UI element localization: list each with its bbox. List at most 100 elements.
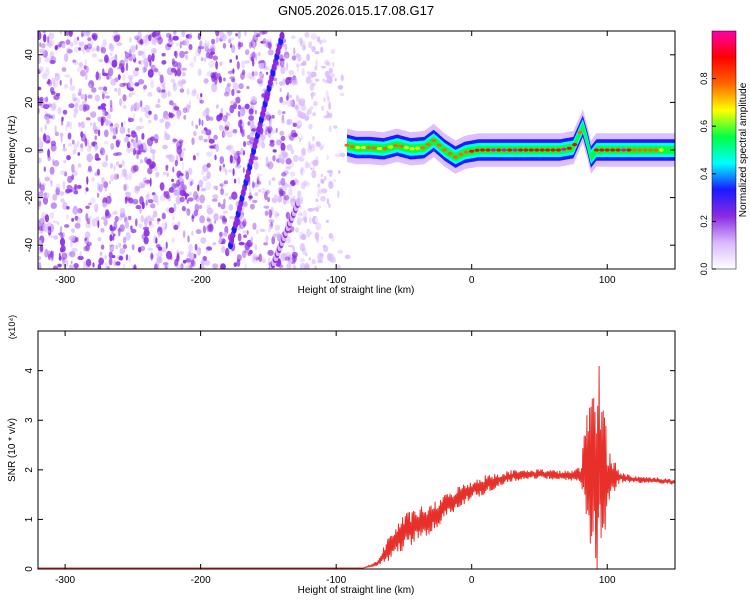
noise-speckle [198, 46, 205, 50]
noise-speckle [340, 74, 344, 82]
noise-speckle [314, 232, 320, 241]
noise-speckle [261, 142, 266, 149]
noise-speckle [336, 190, 340, 198]
noise-speckle [189, 100, 192, 109]
noise-speckle [269, 222, 274, 230]
noise-speckle [62, 202, 68, 210]
noise-speckle [122, 82, 128, 86]
noise-speckle [242, 167, 245, 173]
noise-speckle [175, 264, 182, 269]
noise-speckle [153, 166, 158, 172]
noise-speckle [62, 259, 69, 268]
noise-speckle [43, 192, 50, 199]
noise-speckle [195, 229, 202, 235]
noise-speckle [98, 59, 104, 63]
noise-speckle [227, 112, 231, 117]
noise-speckle [154, 138, 159, 144]
noise-speckle [225, 169, 228, 176]
noise-speckle [252, 34, 259, 43]
noise-speckle [122, 94, 127, 102]
noise-speckle [38, 149, 41, 154]
noise-speckle [144, 61, 149, 68]
spectrogram-x-tick-label: -100 [326, 275, 346, 286]
noise-speckle [219, 231, 223, 238]
noise-speckle [56, 221, 60, 226]
ridge-peak [615, 148, 621, 152]
noise-speckle [79, 251, 82, 257]
noise-speckle [318, 73, 322, 81]
noise-speckle [288, 69, 295, 76]
noise-speckle [229, 100, 235, 105]
noise-speckle [324, 145, 329, 150]
noise-speckle [74, 215, 79, 221]
noise-speckle [82, 104, 87, 113]
noise-speckle [258, 31, 261, 38]
noise-speckle [194, 243, 198, 251]
noise-speckle [180, 263, 184, 269]
noise-speckle [79, 65, 83, 70]
noise-speckle [200, 187, 207, 192]
noise-speckle [256, 178, 260, 184]
noise-speckle [205, 246, 213, 251]
noise-speckle [89, 84, 92, 89]
noise-speckle [44, 214, 50, 223]
noise-speckle [222, 42, 227, 49]
noise-speckle [264, 129, 268, 136]
noise-speckle [86, 43, 92, 50]
noise-speckle [64, 189, 70, 194]
noise-speckle [218, 124, 224, 131]
noise-speckle [267, 161, 274, 170]
noise-speckle [73, 143, 78, 151]
spectrogram-heatmap [38, 31, 675, 269]
noise-speckle [290, 171, 296, 177]
ridge-peak [507, 148, 513, 152]
noise-speckle [80, 131, 84, 138]
noise-speckle [225, 111, 228, 119]
noise-speckle [84, 237, 87, 241]
noise-speckle [101, 68, 105, 76]
noise-speckle [146, 137, 154, 147]
noise-speckle [286, 263, 292, 269]
noise-speckle [110, 79, 117, 86]
noise-speckle [71, 228, 75, 234]
noise-speckle [112, 135, 117, 140]
noise-speckle [219, 156, 225, 165]
noise-speckle [307, 74, 314, 79]
noise-speckle [199, 40, 203, 47]
ridge-peak [409, 147, 415, 151]
noise-speckle [118, 255, 124, 261]
noise-speckle [288, 244, 294, 248]
noise-speckle [226, 84, 231, 93]
noise-speckle [169, 255, 173, 261]
noise-speckle [78, 62, 84, 67]
noise-speckle [239, 113, 243, 118]
noise-speckle [48, 39, 55, 46]
noise-speckle [85, 117, 91, 121]
noise-speckle [90, 111, 97, 118]
noise-speckle [110, 56, 117, 61]
noise-speckle [91, 53, 97, 58]
noise-speckle [130, 104, 135, 110]
noise-speckle [233, 178, 237, 184]
noise-speckle [189, 264, 193, 269]
noise-speckle [159, 194, 166, 202]
noise-speckle [76, 217, 81, 225]
noise-speckle [306, 228, 311, 238]
noise-speckle [139, 38, 144, 45]
noise-speckle [38, 66, 44, 73]
noise-speckle [185, 265, 192, 269]
noise-speckle [50, 144, 57, 152]
noise-speckle [138, 246, 142, 253]
noise-speckle [70, 260, 73, 264]
noise-speckle [100, 116, 106, 123]
noise-speckle [279, 58, 285, 68]
noise-speckle [325, 110, 330, 119]
noise-speckle [54, 131, 60, 137]
noise-speckle [44, 124, 47, 131]
noise-speckle [152, 214, 155, 219]
noise-speckle [44, 96, 49, 102]
noise-speckle [64, 84, 68, 89]
noise-speckle [258, 137, 262, 147]
ridge-peak [620, 148, 627, 152]
